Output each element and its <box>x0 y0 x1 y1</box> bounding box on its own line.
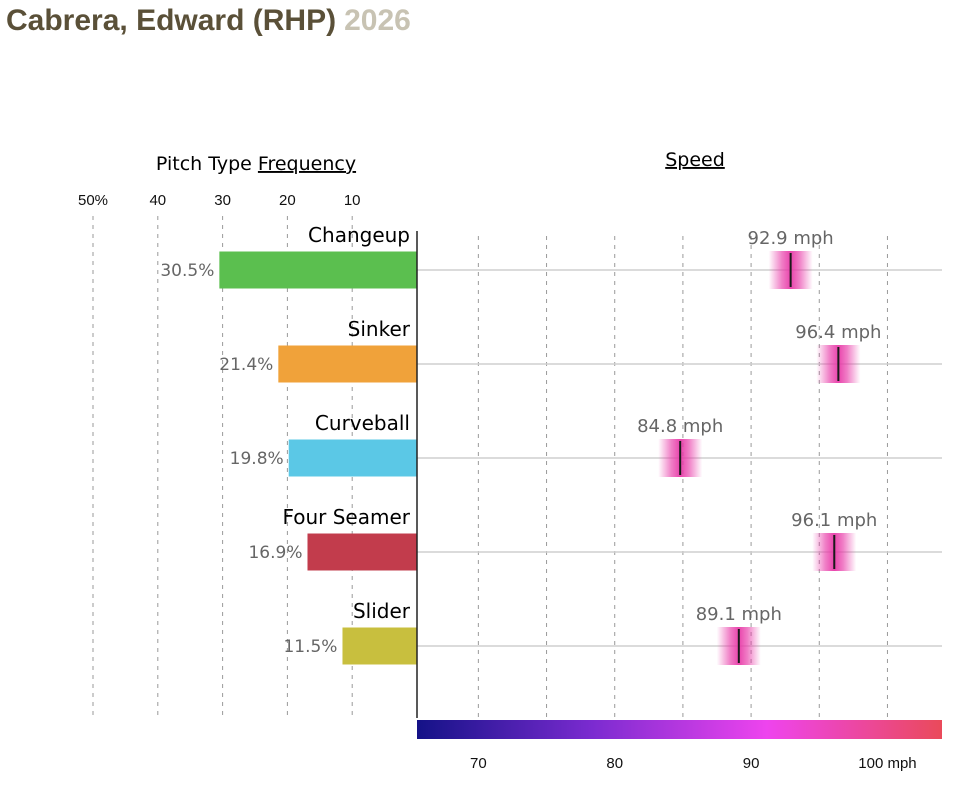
frequency-bar <box>288 439 417 477</box>
frequency-header-prefix: Pitch Type <box>156 153 258 175</box>
frequency-value-label: 16.9% <box>248 543 302 563</box>
frequency-tick-label: 30 <box>214 192 231 209</box>
speed-value-label: 96.1 mph <box>791 510 877 531</box>
frequency-value-label: 11.5% <box>283 637 337 657</box>
ticks-layer: 50% 40 30 20 10 70 80 90 100 mph <box>78 192 917 772</box>
chart-title: Cabrera, Edward (RHP) 2026 <box>6 4 411 38</box>
speed-value-label: 92.9 mph <box>748 228 834 249</box>
speed-header: Speed <box>665 149 725 171</box>
pitch-name-label: Four Seamer <box>282 505 410 529</box>
speed-tick-label: 70 <box>470 755 487 772</box>
frequency-value-label: 30.5% <box>160 261 214 281</box>
frequency-bar <box>342 627 417 665</box>
pitch-name-label: Sinker <box>348 317 411 341</box>
pitch-name-label: Slider <box>353 599 411 623</box>
frequency-bar <box>278 345 417 383</box>
speed-value-label: 89.1 mph <box>696 604 782 625</box>
frequency-value-label: 19.8% <box>230 449 284 469</box>
frequency-header: Pitch Type Frequency <box>156 153 356 175</box>
frequency-tick-label: 40 <box>149 192 166 209</box>
speed-tick-label: 90 <box>743 755 760 772</box>
frequency-bar <box>219 251 417 289</box>
speed-value-label: 84.8 mph <box>637 416 723 437</box>
grid-layer <box>92 216 888 718</box>
frequency-tick-label: 10 <box>344 192 361 209</box>
rows-layer: Changeup 30.5% 92.9 mph Sinker 21.4% 96.4 mph… <box>160 223 942 665</box>
frequency-header-underlined: Frequency <box>258 153 356 175</box>
pitcher-name: Cabrera, Edward (RHP) <box>6 4 337 37</box>
speed-tick-label: 100 mph <box>858 755 916 772</box>
frequency-tick-label: 50% <box>78 192 108 209</box>
speed-tick-label: 80 <box>606 755 623 772</box>
frequency-tick-label: 20 <box>279 192 296 209</box>
speed-color-scale <box>417 720 942 739</box>
pitch-name-label: Curveball <box>315 411 410 435</box>
pitch-name-label: Changeup <box>308 223 410 247</box>
frequency-bar <box>307 533 417 571</box>
speed-value-label: 96.4 mph <box>795 322 881 343</box>
season-year: 2026 <box>344 4 411 37</box>
frequency-value-label: 21.4% <box>219 355 273 375</box>
